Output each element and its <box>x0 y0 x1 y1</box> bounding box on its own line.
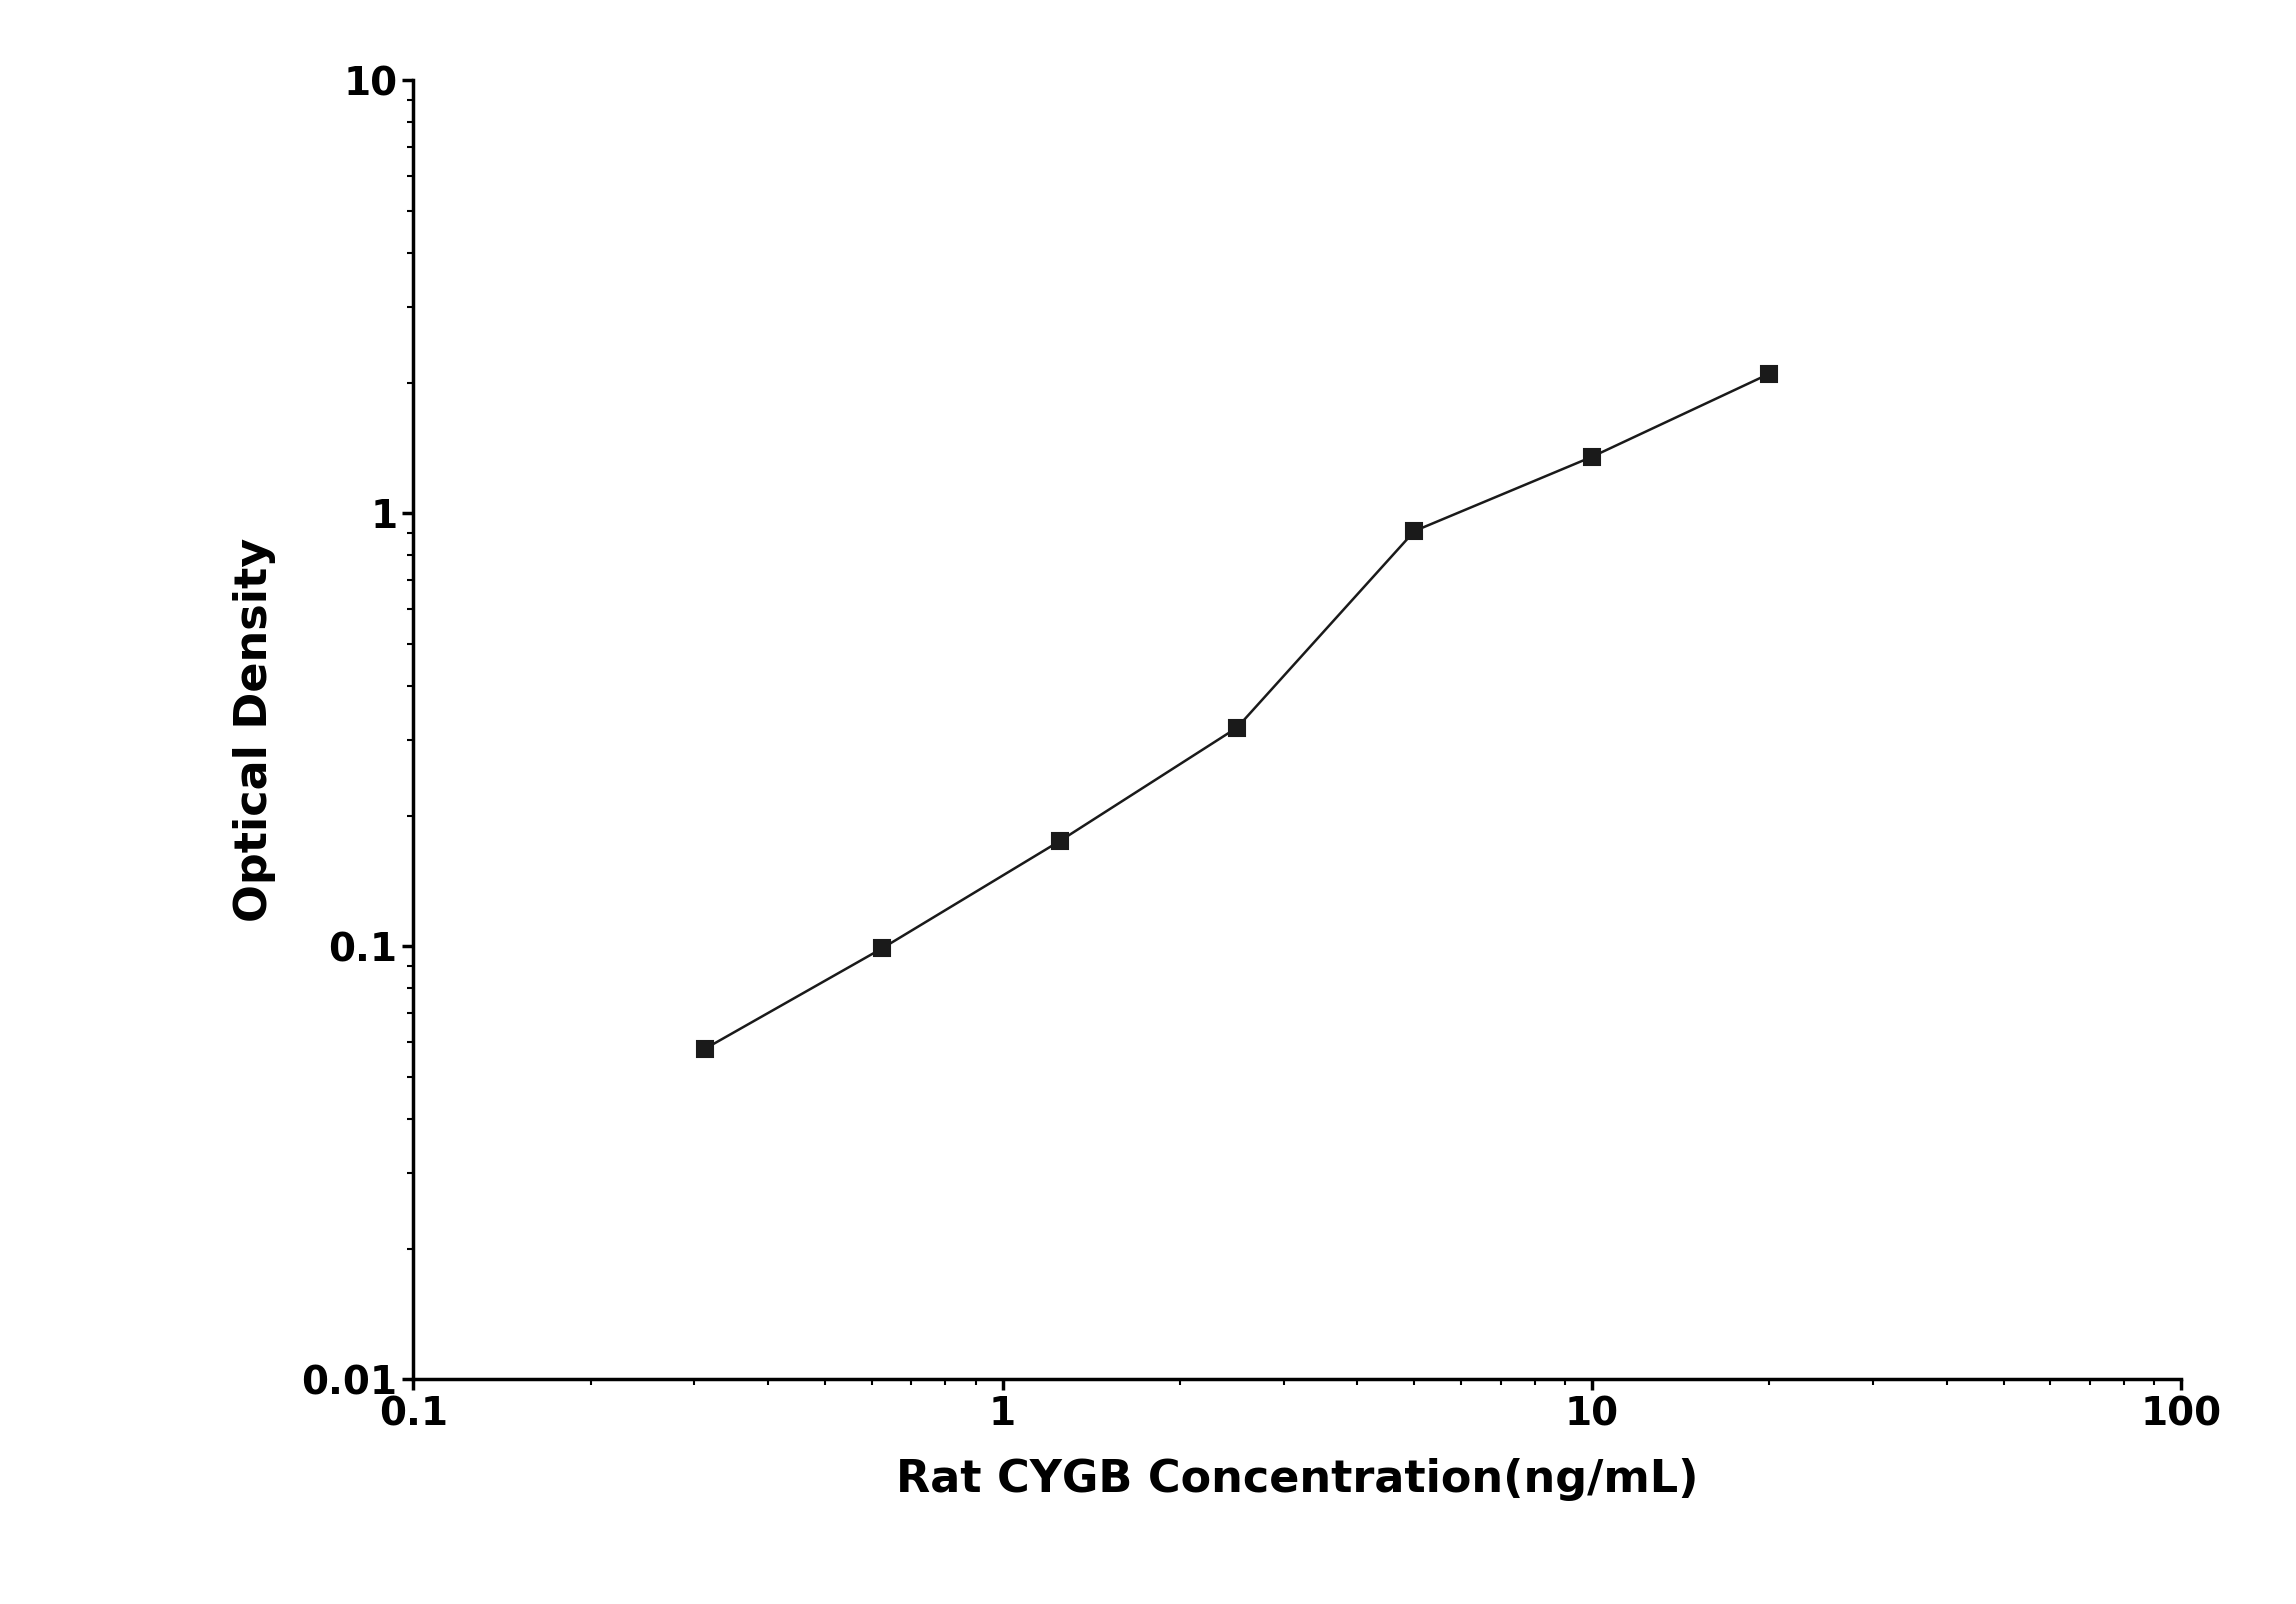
X-axis label: Rat CYGB Concentration(ng/mL): Rat CYGB Concentration(ng/mL) <box>895 1458 1699 1501</box>
Y-axis label: Optical Density: Optical Density <box>234 537 276 922</box>
